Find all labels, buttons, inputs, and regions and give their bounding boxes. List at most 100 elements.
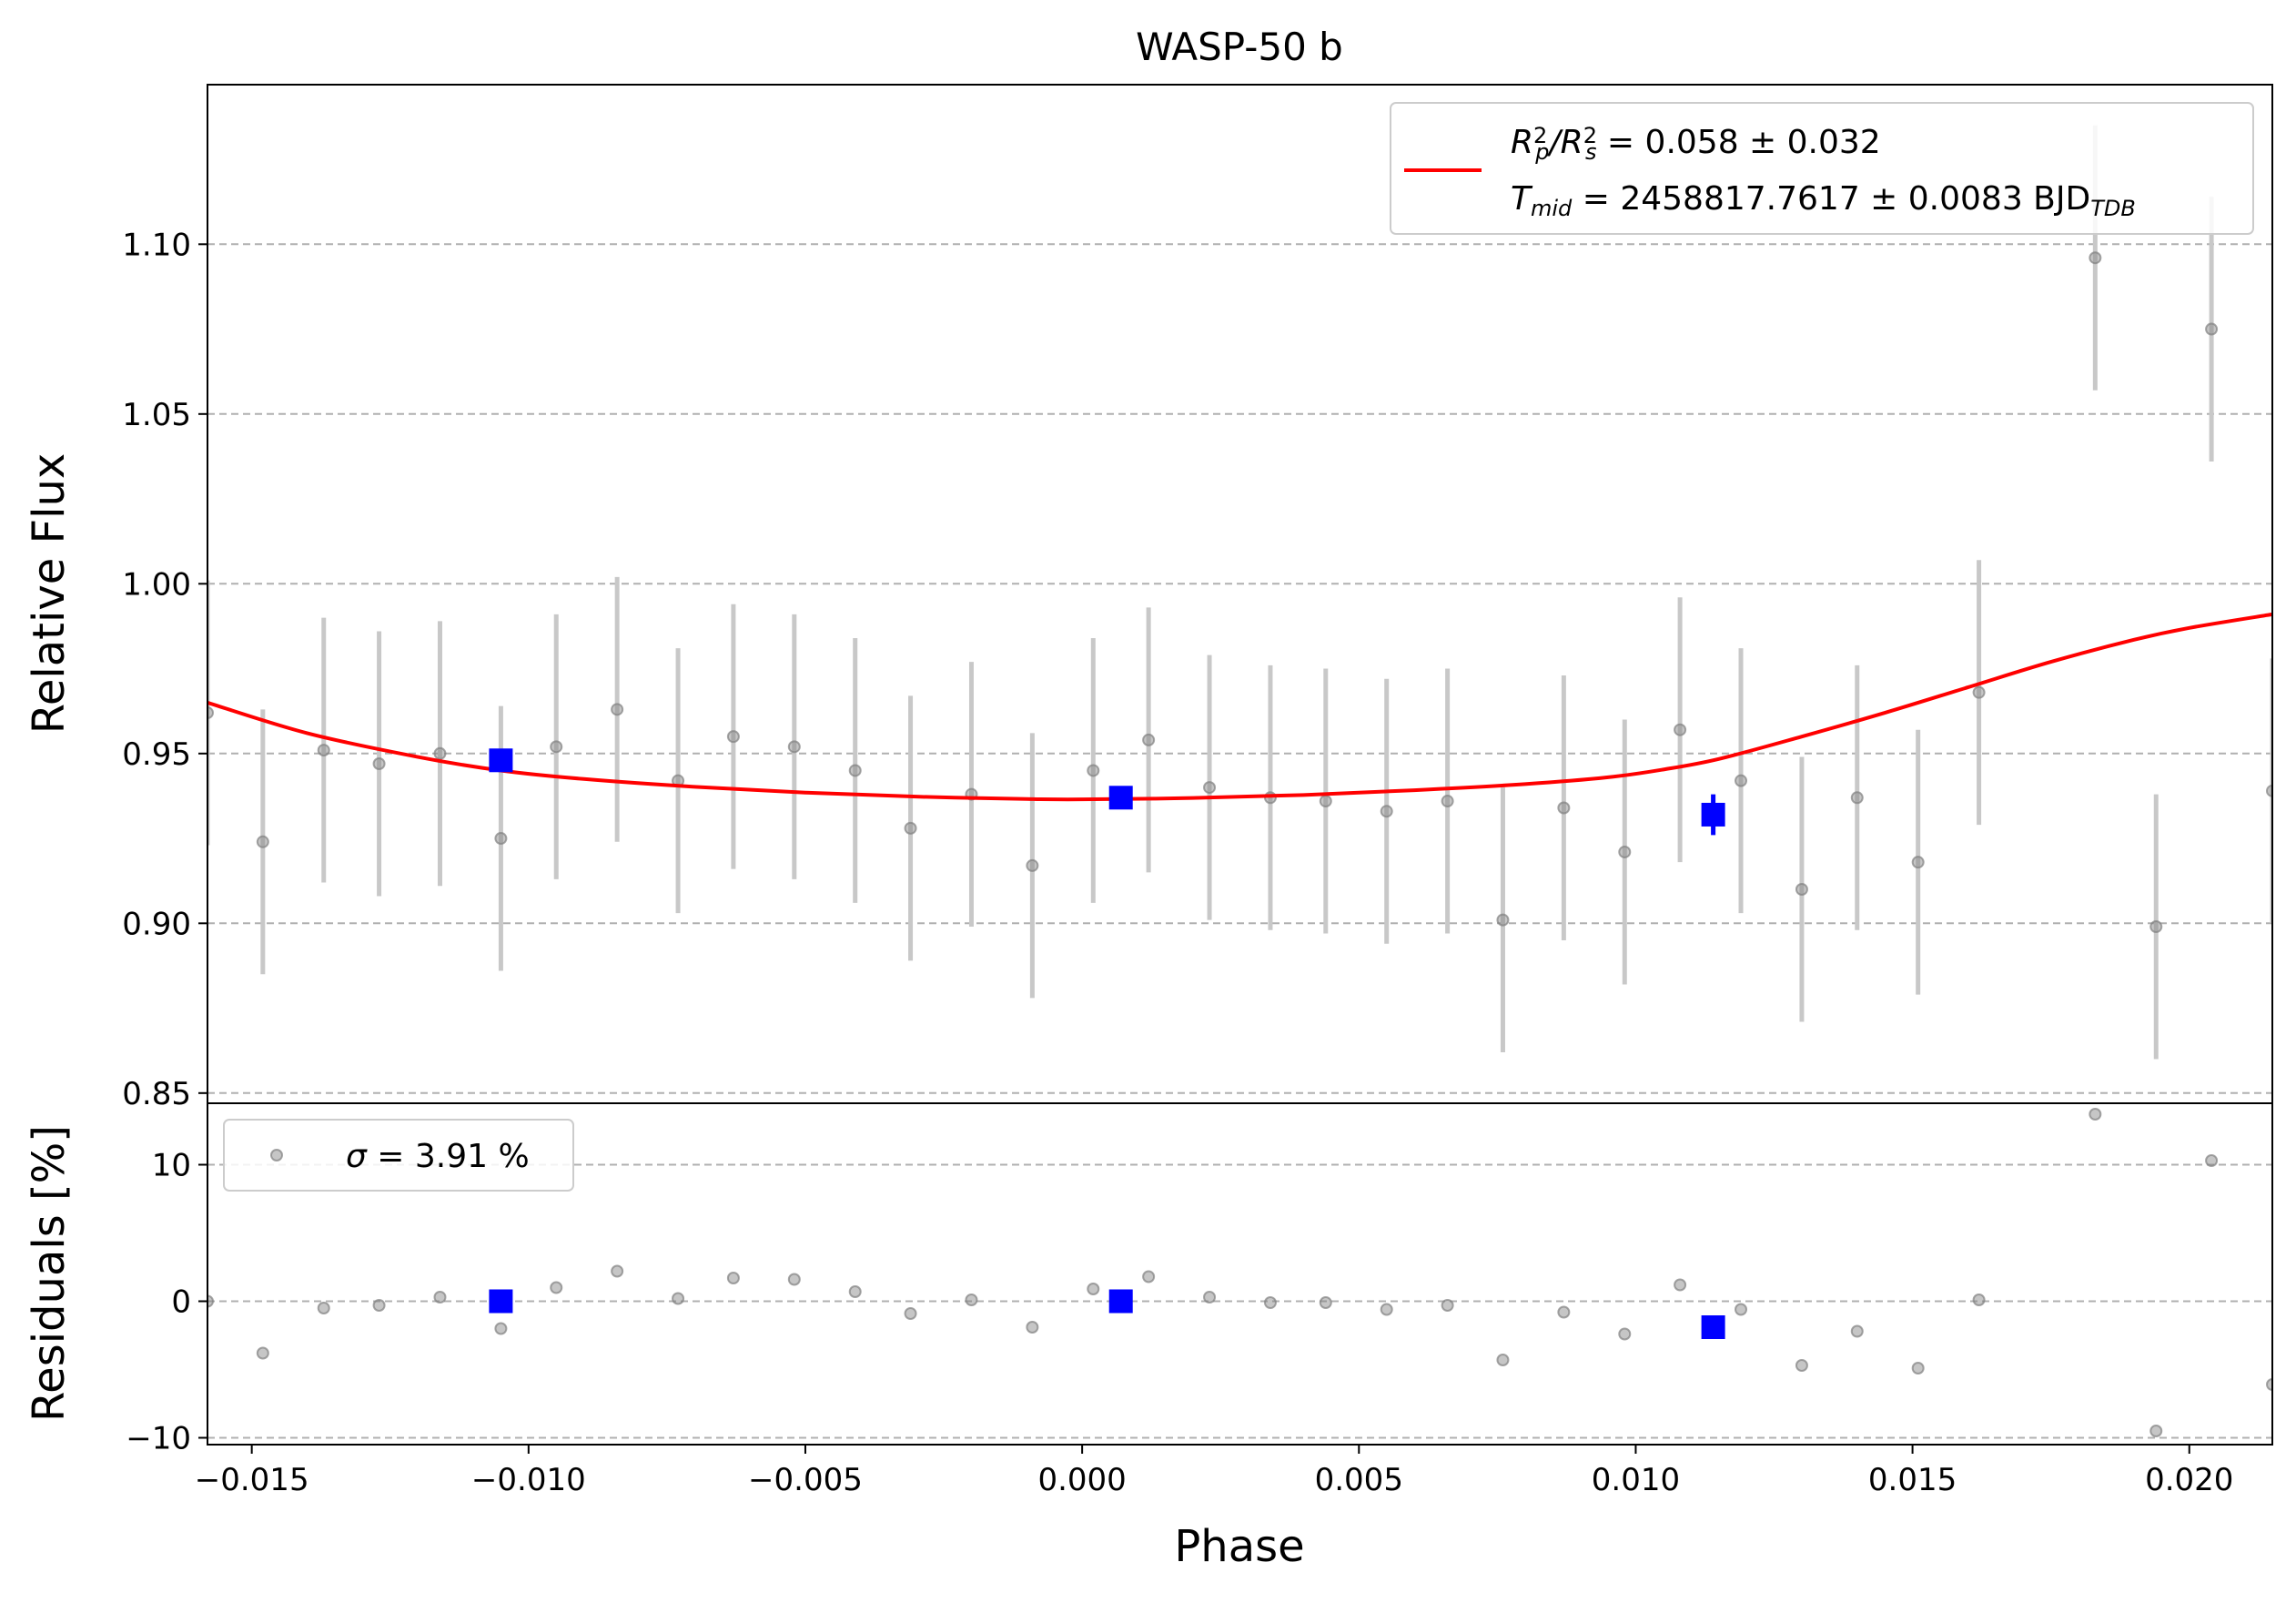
top-y-tick-label: 0.90 bbox=[122, 906, 191, 942]
bottom-legend-frame bbox=[223, 1119, 574, 1192]
top-data-point bbox=[1203, 781, 1217, 795]
residual-point bbox=[904, 1307, 917, 1320]
residual-point bbox=[1557, 1305, 1571, 1319]
residual-point bbox=[965, 1294, 978, 1306]
top-data-point bbox=[1142, 733, 1156, 746]
residual-point bbox=[1142, 1270, 1156, 1283]
residual-point bbox=[1203, 1291, 1217, 1304]
top-legend: R2 p/R2 s = 0.058 ± 0.032 Tmid = 2458817.7… bbox=[1390, 102, 2254, 235]
top-data-point bbox=[2089, 251, 2102, 265]
residual-point bbox=[1380, 1303, 1393, 1316]
residual-point bbox=[1674, 1278, 1687, 1292]
bottom-binned-points bbox=[489, 1289, 1725, 1339]
legend-tdb-sub: TDB bbox=[2090, 196, 2136, 221]
top-data-point bbox=[550, 740, 563, 754]
residual-point bbox=[1850, 1324, 1864, 1338]
legend-t: T bbox=[1511, 180, 1533, 218]
x-tick-label: −0.005 bbox=[748, 1462, 863, 1498]
residual-point bbox=[848, 1285, 862, 1298]
legend-rp-sup: 2 bbox=[1533, 123, 1547, 148]
residual-point bbox=[1319, 1296, 1332, 1309]
residual-point bbox=[672, 1292, 685, 1305]
bottom-axes-frame bbox=[207, 1102, 2273, 1446]
top-data-point bbox=[726, 730, 740, 744]
top-y-tick-label: 1.00 bbox=[122, 566, 191, 603]
x-tick-label: −0.015 bbox=[195, 1462, 309, 1498]
x-tick-label: 0.005 bbox=[1315, 1462, 1403, 1498]
legend-sigma: σ bbox=[346, 1138, 368, 1175]
legend-rs-sub: s bbox=[1585, 139, 1597, 165]
bottom-residual-points bbox=[207, 1108, 2272, 1437]
residual-point bbox=[1496, 1354, 1510, 1366]
top-data-point bbox=[1735, 774, 1748, 787]
top-data-point bbox=[1557, 801, 1571, 815]
legend-t-sub: mid bbox=[1531, 196, 1573, 221]
top-data-point bbox=[1972, 685, 1986, 699]
top-binned-point bbox=[1701, 802, 1725, 827]
residual-binned-point bbox=[489, 1289, 513, 1314]
top-data-point bbox=[1618, 845, 1632, 858]
top-data-point bbox=[1496, 913, 1510, 927]
top-data-point bbox=[1674, 723, 1687, 736]
residual-point bbox=[2205, 1154, 2219, 1167]
legend-residual-marker bbox=[270, 1149, 283, 1162]
legend-depth-value: = 0.058 ± 0.032 bbox=[1596, 124, 1880, 161]
residual-point bbox=[550, 1281, 563, 1294]
legend-rp: R bbox=[1511, 124, 1533, 161]
legend-rs: R bbox=[1561, 124, 1583, 161]
x-tick-label: 0.015 bbox=[1868, 1462, 1957, 1498]
residual-point bbox=[2089, 1108, 2102, 1121]
residual-point bbox=[1735, 1303, 1748, 1316]
top-binned-point bbox=[1108, 786, 1133, 810]
model-curve-layer bbox=[207, 612, 2272, 802]
top-legend-frame bbox=[1390, 102, 2254, 235]
top-data-point bbox=[2149, 920, 2163, 934]
top-data-point bbox=[1380, 805, 1393, 818]
residual-point bbox=[433, 1291, 447, 1304]
bottom-legend: σ = 3.91 % bbox=[223, 1119, 574, 1192]
residual-point bbox=[1618, 1327, 1632, 1341]
residual-point bbox=[1795, 1359, 1808, 1372]
legend-rs-sup: 2 bbox=[1583, 123, 1597, 148]
residual-point bbox=[726, 1272, 740, 1284]
residual-point bbox=[317, 1302, 330, 1314]
residual-point bbox=[1441, 1299, 1454, 1312]
top-data-point bbox=[433, 746, 447, 760]
top-data-point bbox=[317, 744, 330, 757]
residual-point bbox=[1972, 1294, 1986, 1306]
top-data-point bbox=[904, 821, 917, 835]
residual-point bbox=[1087, 1283, 1100, 1295]
bottom-y-ticks: −10 0 10 bbox=[126, 1148, 207, 1457]
legend-tmid-value: = 2458817.7617 ± 0.0083 BJD bbox=[1572, 180, 2090, 218]
x-tick-label: 0.010 bbox=[1592, 1462, 1680, 1498]
model-curve bbox=[207, 612, 2272, 802]
bottom-y-tick-label: 0 bbox=[171, 1284, 191, 1321]
top-gridlines bbox=[207, 243, 2272, 1094]
residual-point bbox=[256, 1346, 269, 1360]
legend-rp-sub: p bbox=[1534, 139, 1549, 165]
top-data-point bbox=[1026, 858, 1039, 872]
top-data-point bbox=[848, 764, 862, 777]
top-data-point bbox=[1850, 791, 1864, 805]
top-y-tick-label: 1.10 bbox=[122, 227, 191, 263]
top-y-tick-label: 0.95 bbox=[122, 736, 191, 773]
bottom-y-axis-label: Residuals [%] bbox=[24, 1125, 75, 1422]
x-tick-label: 0.000 bbox=[1037, 1462, 1126, 1498]
top-data-point bbox=[1911, 856, 1925, 869]
legend-slash: / bbox=[1547, 124, 1564, 161]
top-y-ticks: 0.85 0.90 0.95 1.00 1.05 1.10 bbox=[122, 227, 207, 1112]
x-axis-label: Phase bbox=[1174, 1521, 1304, 1572]
residual-point bbox=[2149, 1425, 2163, 1437]
residual-point bbox=[494, 1322, 508, 1335]
top-y-axis-label: Relative Flux bbox=[24, 453, 75, 735]
residual-point bbox=[372, 1299, 386, 1312]
bottom-y-tick-label: 10 bbox=[152, 1148, 191, 1184]
legend-tmid-text: Tmid = 2458817.7617 ± 0.0083 BJDTDB bbox=[1511, 180, 2136, 221]
top-data-point bbox=[2205, 322, 2219, 336]
x-tick-label: 0.020 bbox=[2145, 1462, 2233, 1498]
top-data-point bbox=[494, 832, 508, 846]
x-tick-label: −0.010 bbox=[471, 1462, 586, 1498]
top-data-point bbox=[1441, 795, 1454, 808]
top-data-point bbox=[1795, 883, 1808, 897]
